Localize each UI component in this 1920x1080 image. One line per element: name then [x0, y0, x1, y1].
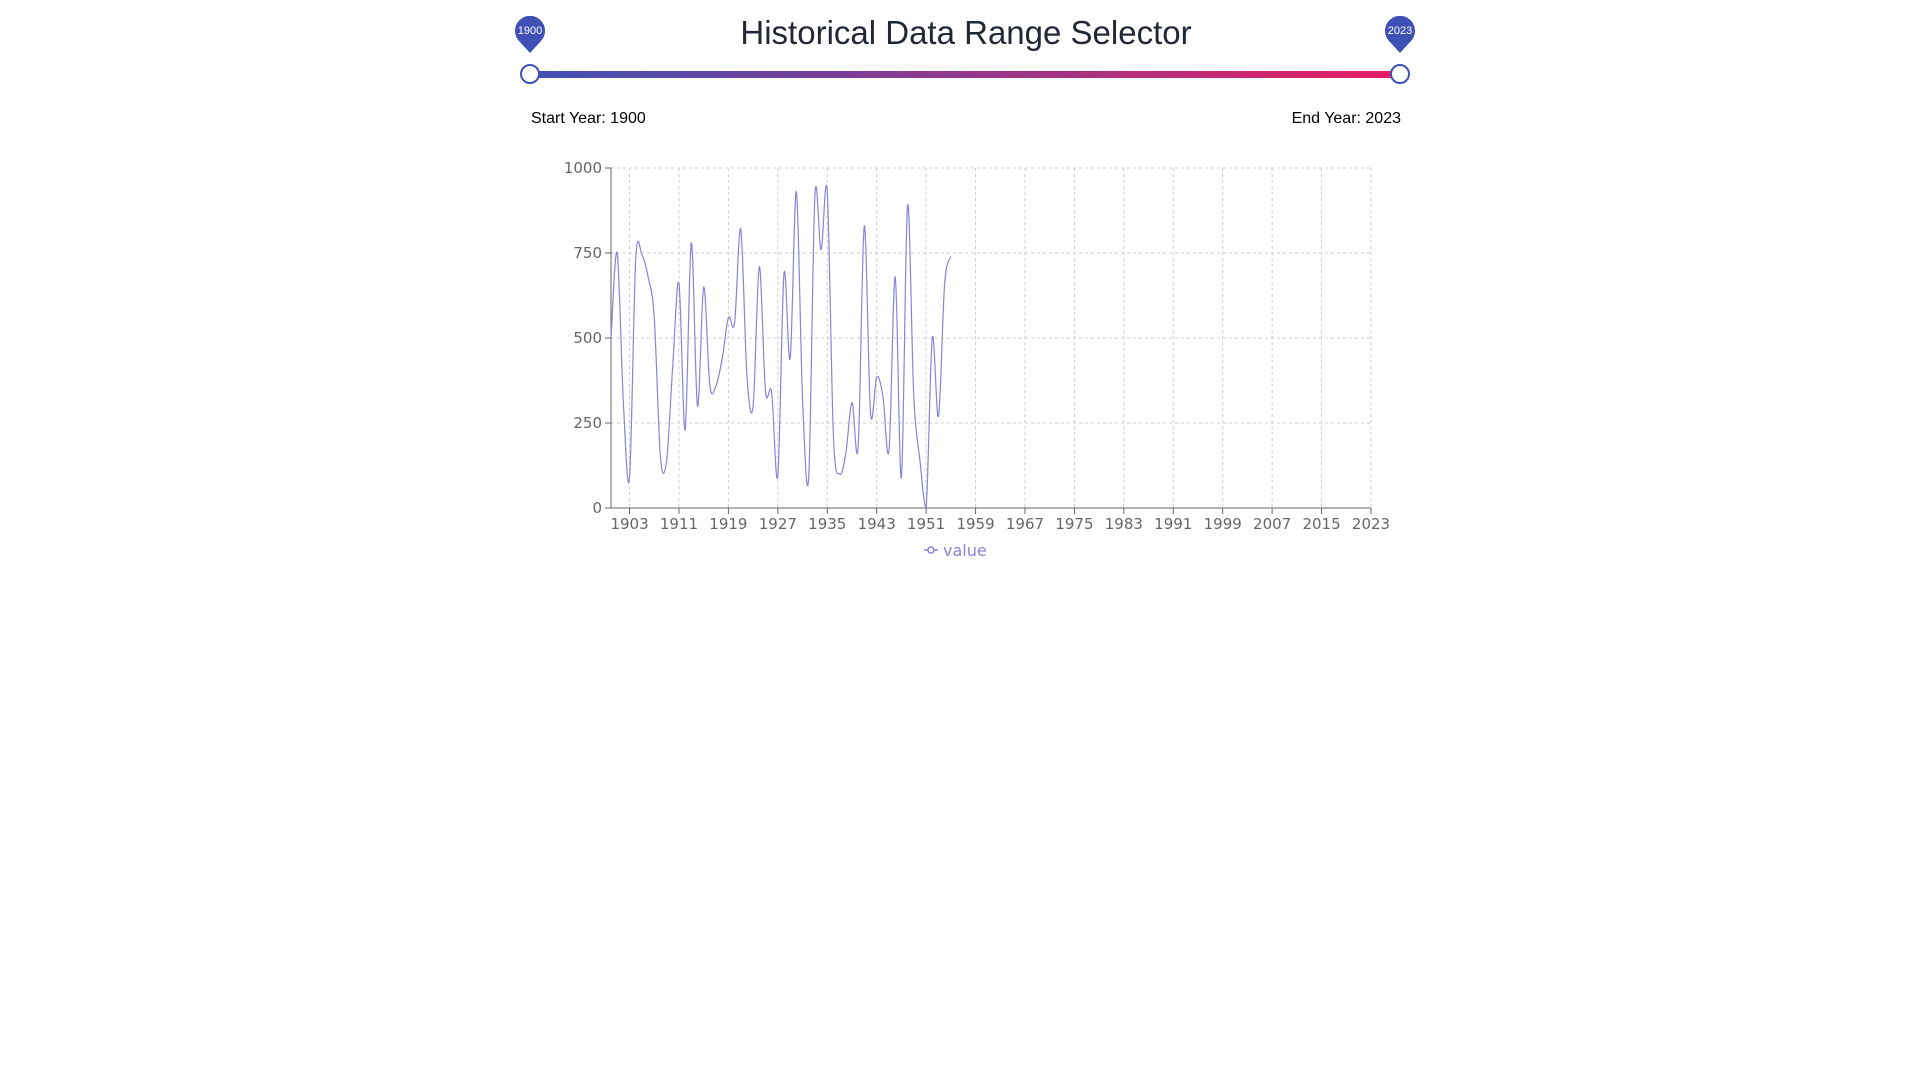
range-selector-panel: Historical Data Range Selector 1900 2023…	[515, 0, 1415, 600]
series-line-value	[610, 184, 952, 509]
start-year-label: Start Year: 1900	[531, 110, 646, 127]
x-tick-label: 1999	[1204, 515, 1242, 533]
start-year-slider-thumb[interactable]	[520, 64, 540, 84]
x-tick-label: 1919	[709, 515, 747, 533]
legend-item-value[interactable]: value	[943, 541, 987, 560]
legend-marker-icon	[927, 546, 935, 554]
chart-grid	[611, 167, 1372, 509]
end-pin-label: 2023	[1387, 25, 1413, 37]
x-tick-label: 1991	[1154, 515, 1192, 533]
start-value-pin: 1900	[514, 16, 546, 54]
end-value-pin: 2023	[1384, 16, 1416, 54]
start-pin-label: 1900	[517, 25, 543, 37]
y-tick-label: 1000	[564, 159, 602, 177]
chart-legend[interactable]: value	[924, 541, 987, 560]
line-chart: 0 250 500 750 1000 1903 1911 1919 1927 1935 1943 19…	[564, 159, 1390, 560]
map-pin-icon	[1385, 16, 1415, 53]
map-pin-icon	[515, 16, 545, 53]
x-tick-label: 1927	[759, 515, 797, 533]
x-tick-label: 1959	[956, 515, 994, 533]
x-tick-label: 2015	[1302, 515, 1340, 533]
end-year-label: End Year: 2023	[1291, 110, 1401, 127]
chart-series	[610, 184, 952, 509]
x-tick-label: 1935	[808, 515, 846, 533]
x-tick-label: 1983	[1105, 515, 1143, 533]
x-tick-label: 2007	[1253, 515, 1291, 533]
page-title: Historical Data Range Selector	[740, 14, 1192, 51]
end-year-slider-thumb[interactable]	[1390, 64, 1410, 84]
x-tick-label: 1951	[907, 515, 945, 533]
x-tick-label: 1911	[660, 515, 698, 533]
y-tick-label: 500	[573, 329, 602, 347]
y-tick-label: 750	[573, 244, 602, 262]
y-tick-label: 250	[573, 414, 602, 432]
year-range-slider-track[interactable]	[531, 71, 1401, 78]
y-tick-label: 0	[592, 499, 602, 517]
x-tick-label: 1975	[1055, 515, 1093, 533]
x-tick-label: 1903	[610, 515, 648, 533]
x-tick-label: 1967	[1006, 515, 1044, 533]
x-tick-label: 2023	[1352, 515, 1390, 533]
x-tick-label: 1943	[858, 515, 896, 533]
chart-ticks: 0 250 500 750 1000 1903 1911 1919 1927 1935 1943 19…	[564, 159, 1390, 533]
